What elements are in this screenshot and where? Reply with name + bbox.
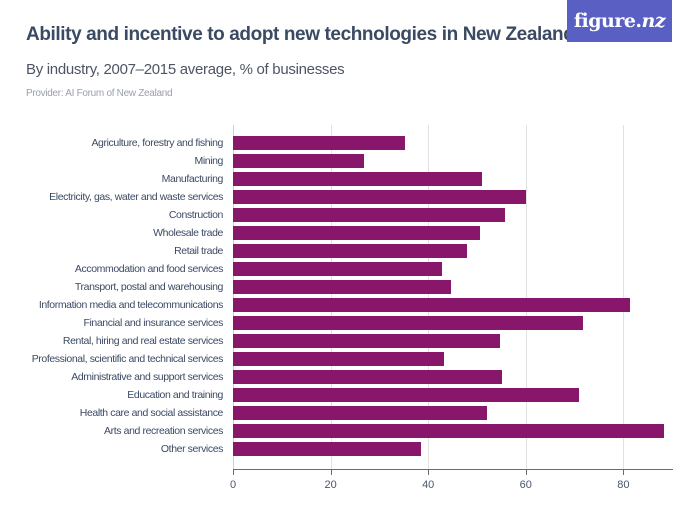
- data-bar: [233, 388, 579, 402]
- gridline: [330, 125, 332, 469]
- data-bar: [233, 190, 527, 204]
- category-label: Construction: [168, 209, 224, 221]
- x-tick-label: 20: [324, 479, 337, 491]
- category-label: Agriculture, forestry and fishing: [91, 137, 223, 149]
- x-axis-tick: [330, 469, 332, 475]
- category-label: Health care and social assistance: [79, 407, 224, 419]
- category-label: Administrative and support services: [71, 371, 223, 383]
- data-bar: [233, 262, 443, 276]
- data-bar: [233, 316, 583, 330]
- data-bar: [233, 424, 665, 438]
- logo-text: figure.: [573, 10, 642, 32]
- gridline: [428, 125, 430, 469]
- category-label: Arts and recreation services: [104, 425, 223, 437]
- data-bar: [233, 280, 451, 294]
- category-label: Wholesale trade: [153, 227, 223, 239]
- x-tick-label: 40: [422, 479, 435, 491]
- x-tick-label: 80: [617, 479, 630, 491]
- provider-credit: Provider: AI Forum of New Zealand: [26, 88, 173, 99]
- data-bar: [233, 406, 487, 420]
- x-tick-label: 60: [519, 479, 532, 491]
- gridline: [525, 125, 527, 469]
- category-label: Information media and telecommunications: [38, 299, 224, 311]
- data-bar: [233, 172, 482, 186]
- category-label: Manufacturing: [161, 173, 224, 185]
- data-bar: [233, 370, 502, 384]
- category-label: Education and training: [127, 389, 223, 401]
- category-label: Professional, scientific and technical s…: [31, 353, 224, 365]
- category-label: Rental, hiring and real estate services: [62, 335, 223, 347]
- figure-nz-logo[interactable]: figure. nz: [567, 0, 672, 42]
- category-label: Mining: [194, 155, 223, 167]
- chart-title: Ability and incentive to adopt new techn…: [26, 24, 575, 45]
- data-bar: [233, 154, 364, 168]
- data-bar: [233, 244, 467, 258]
- data-bar: [233, 442, 422, 456]
- chart-subtitle: By industry, 2007–2015 average, % of bus…: [26, 61, 345, 78]
- data-bar: [233, 226, 481, 240]
- category-label: Other services: [160, 443, 223, 455]
- x-axis-line: [233, 469, 673, 470]
- category-label: Retail trade: [174, 245, 223, 257]
- x-axis-tick: [233, 469, 234, 475]
- gridline: [623, 125, 625, 469]
- data-bar: [233, 136, 405, 150]
- logo-nz-text: nz: [641, 10, 666, 32]
- x-axis-tick: [428, 469, 430, 475]
- x-tick-label: 0: [229, 479, 237, 491]
- category-label: Transport, postal and warehousing: [74, 281, 223, 293]
- category-label: Financial and insurance services: [83, 317, 223, 329]
- data-bar: [233, 352, 444, 366]
- gridline: [233, 125, 234, 469]
- data-bar: [233, 334, 500, 348]
- data-bar: [233, 208, 506, 222]
- data-bar: [233, 298, 630, 312]
- category-label: Electricity, gas, water and waste servic…: [49, 191, 223, 203]
- category-label: Accommodation and food services: [74, 263, 224, 275]
- x-axis-tick: [623, 469, 625, 475]
- x-axis-tick: [525, 469, 527, 475]
